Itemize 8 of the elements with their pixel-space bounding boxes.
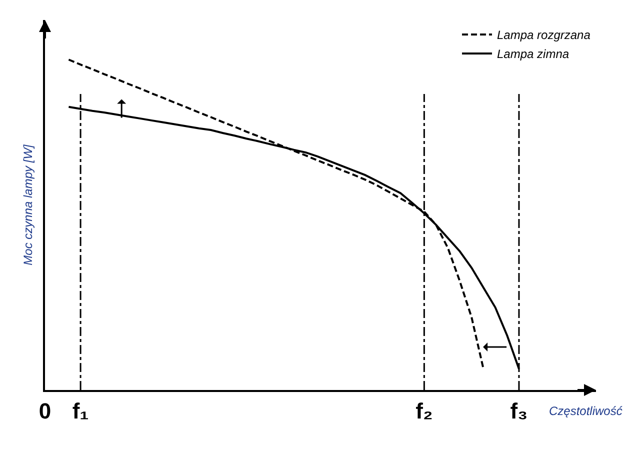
x-tick-label: f₃ xyxy=(510,398,528,424)
x-tick-label: 0 xyxy=(38,398,52,424)
x-axis-title: Częstotliwość xyxy=(549,404,622,418)
y-axis-title: Moc czynna lampy [W] xyxy=(20,144,35,266)
legend-label: Lampa rozgrzana xyxy=(497,28,591,42)
legend-label: Lampa zimna xyxy=(497,47,570,62)
x-tick-label: f₁ xyxy=(72,398,89,424)
x-tick-label: f₂ xyxy=(416,398,433,424)
